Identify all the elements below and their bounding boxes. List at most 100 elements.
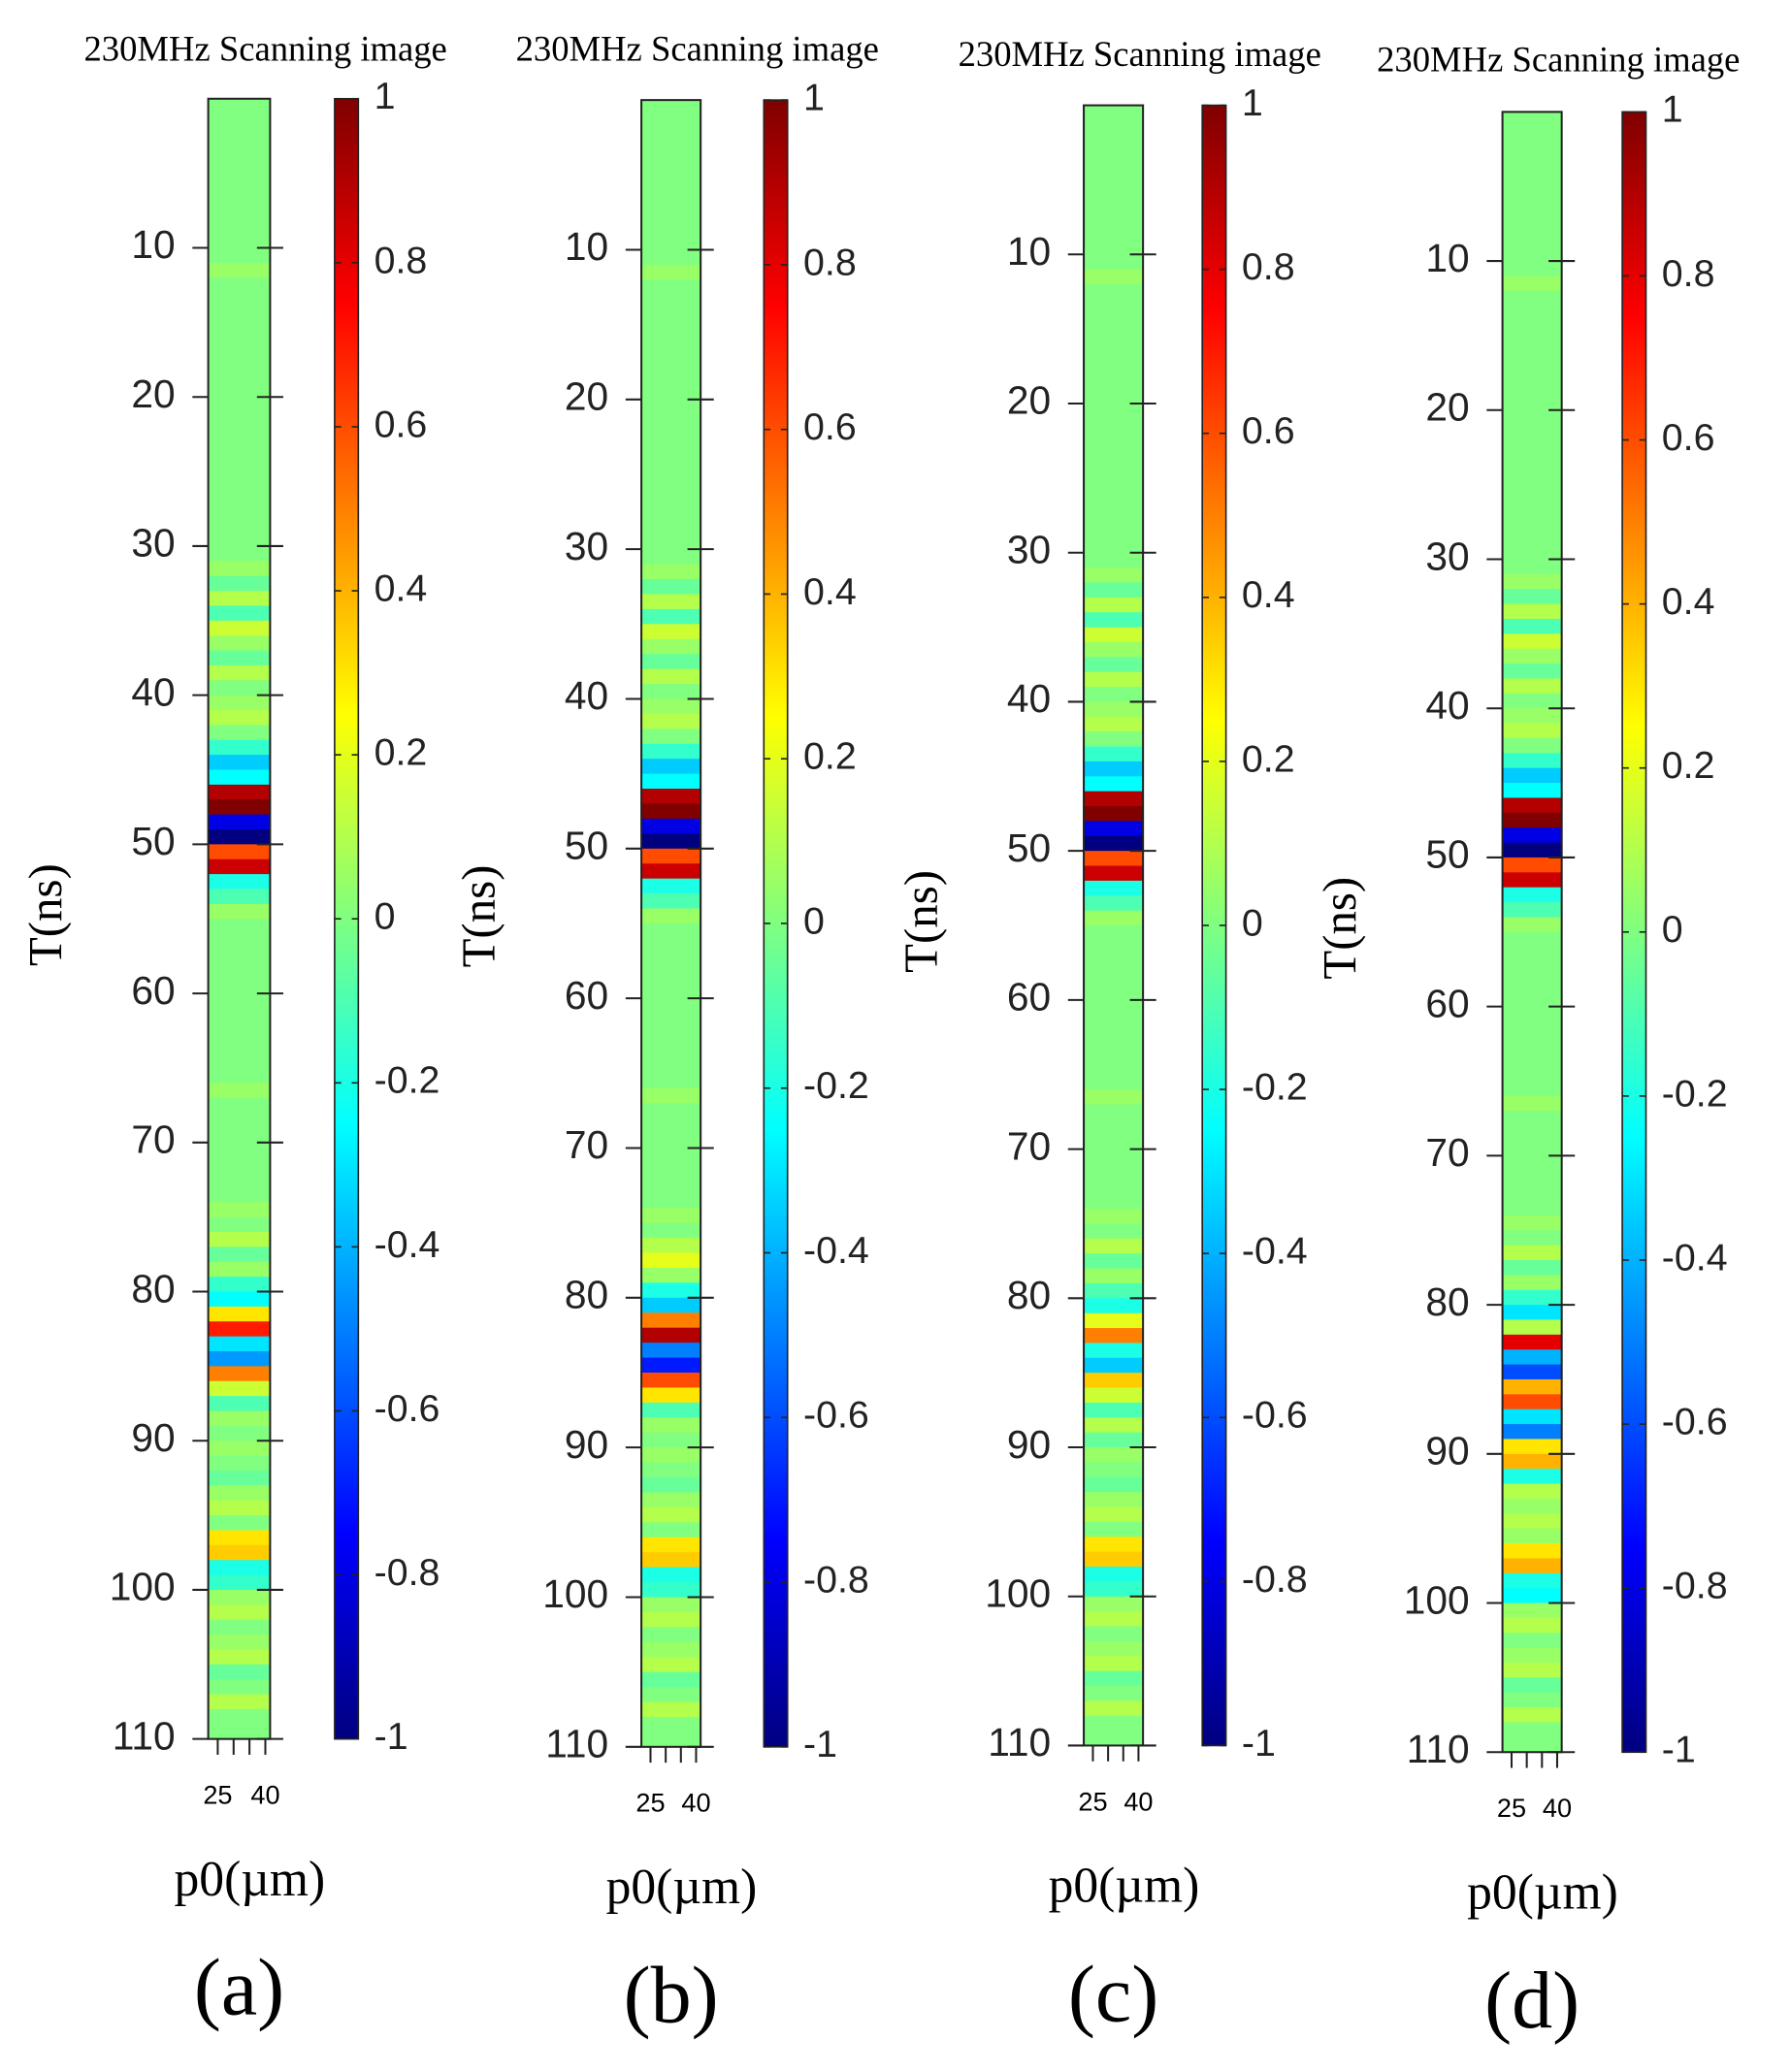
heatmap-cell	[1084, 313, 1144, 330]
heatmap-cell	[641, 1013, 701, 1029]
colorbar-tick-label: 0.8	[803, 241, 857, 283]
heatmap-cell	[1502, 1230, 1562, 1246]
heatmap-cell	[1084, 880, 1144, 896]
x-tick-label: 40	[681, 1788, 710, 1818]
colorbar-tick-label: 0.6	[803, 405, 857, 448]
x-tick-label: 40	[1543, 1793, 1572, 1823]
heatmap-cell	[1502, 201, 1562, 217]
heatmap-cell	[641, 1252, 701, 1269]
colorbar-tick-label: 0.8	[1242, 245, 1295, 288]
heatmap-cell	[1084, 1104, 1144, 1120]
heatmap-cell	[1084, 1626, 1144, 1642]
heatmap-cell	[1502, 350, 1562, 367]
heatmap-cell	[208, 1186, 271, 1203]
heatmap-cell	[1502, 1677, 1562, 1694]
heatmap-cell	[208, 1246, 271, 1263]
heatmap-cell	[1502, 112, 1562, 128]
heatmap-cell	[208, 1604, 271, 1621]
heatmap-cell	[1502, 1394, 1562, 1410]
heatmap-cell	[641, 369, 701, 385]
heatmap-cell	[1502, 633, 1562, 650]
heatmap-cell	[1084, 1387, 1144, 1404]
heatmap-cell	[1084, 224, 1144, 241]
heatmap-cell	[1084, 806, 1144, 822]
heatmap-cell	[208, 710, 271, 726]
heatmap-cell	[641, 1671, 701, 1688]
heatmap-cell	[1502, 1617, 1562, 1634]
heatmap-cell	[1502, 1245, 1562, 1261]
colorbar-tick-label: 0	[374, 895, 396, 938]
heatmap-cell	[1084, 149, 1144, 166]
heatmap-cell	[1502, 1349, 1562, 1365]
heatmap-cell	[1502, 917, 1562, 933]
heatmap-cell	[1502, 1305, 1562, 1320]
heatmap-cell	[1084, 925, 1144, 941]
heatmap-cell	[208, 591, 271, 606]
heatmap-cell	[1084, 1640, 1144, 1657]
heatmap-cell	[208, 1142, 271, 1158]
heatmap-cell	[208, 948, 271, 964]
colorbar-tick-label: -0.2	[1242, 1065, 1308, 1108]
heatmap-cell	[641, 1117, 701, 1134]
x-tick-label: 25	[635, 1788, 665, 1818]
heatmap-cell	[1502, 902, 1562, 918]
heatmap-cell	[208, 217, 271, 234]
heatmap-cell	[641, 923, 701, 939]
heatmap-cell	[1502, 306, 1562, 321]
heatmap-cell	[1502, 559, 1562, 575]
heatmap-cell	[208, 1216, 271, 1233]
heatmap-cell	[641, 1611, 701, 1628]
heatmap-cell	[641, 1582, 701, 1598]
heatmap-cell	[641, 235, 701, 250]
heatmap-cell	[208, 1038, 271, 1053]
y-tick-label: 90	[565, 1422, 608, 1467]
y-tick-label: 60	[131, 968, 175, 1013]
heatmap-cell	[1084, 105, 1144, 121]
heatmap-cell	[641, 340, 701, 355]
panel: 230MHz Scanning image1020304050607080901…	[18, 29, 447, 2033]
heatmap-cell	[1502, 1543, 1562, 1559]
heatmap-cell	[1084, 671, 1144, 688]
heatmap-cell	[1502, 812, 1562, 828]
y-tick-label: 100	[1404, 1577, 1470, 1622]
colorbar-tick-label: -0.4	[1662, 1236, 1728, 1279]
heatmap-cell	[1502, 857, 1562, 873]
heatmap-cell	[208, 575, 271, 592]
heatmap-cell	[1502, 126, 1562, 143]
heatmap-cell	[208, 635, 271, 651]
heatmap-cell	[1084, 1268, 1144, 1284]
heatmap-cell	[1502, 1289, 1562, 1306]
heatmap-cell	[641, 608, 701, 625]
heatmap-cell	[1084, 1343, 1144, 1359]
heatmap-cell	[1502, 991, 1562, 1008]
heatmap-cell	[1084, 284, 1144, 300]
heatmap-cell	[208, 1306, 271, 1322]
heatmap-cell	[1084, 1506, 1144, 1523]
heatmap-cell	[208, 1410, 271, 1427]
y-axis-label: T(ns)	[894, 870, 947, 973]
y-tick-label: 40	[1007, 676, 1051, 721]
y-tick-label: 40	[1425, 683, 1469, 728]
heatmap-cell	[208, 113, 271, 129]
heatmap-cell	[1084, 641, 1144, 658]
y-tick-label: 10	[131, 222, 175, 267]
heatmap-cell	[208, 1157, 271, 1173]
panel: 230MHz Scanning image1020304050607080901…	[451, 29, 878, 2041]
heatmap-cell	[208, 620, 271, 636]
heatmap-cell	[641, 668, 701, 685]
heatmap-cell	[641, 1567, 701, 1583]
colorbar-tick-label: 0.4	[803, 570, 857, 613]
heatmap-cell	[208, 1425, 271, 1441]
heatmap-cell	[641, 848, 701, 864]
heatmap-cell	[641, 953, 701, 969]
heatmap-cell	[641, 1537, 701, 1553]
y-tick-label: 90	[1007, 1422, 1051, 1467]
heatmap-cell	[641, 1387, 701, 1404]
heatmap-cell	[1502, 544, 1562, 560]
heatmap-cell	[1502, 887, 1562, 903]
heatmap-cell	[641, 1222, 701, 1239]
panel: 230MHz Scanning image1020304050607080901…	[1313, 40, 1740, 2047]
heatmap-cell	[1084, 612, 1144, 628]
heatmap-cell	[641, 1732, 701, 1748]
heatmap-cell	[208, 173, 271, 189]
